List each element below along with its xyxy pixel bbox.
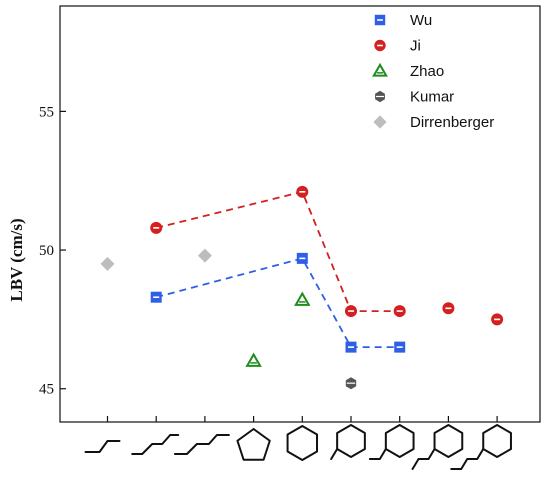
point-zhao-x4 (245, 352, 262, 367)
series-lines (155, 190, 400, 349)
chain-4-icon (84, 440, 121, 453)
legend-marker-dirrenberger (373, 115, 387, 129)
legend-marker-zhao (372, 62, 388, 77)
methylcyclohexane-icon-ring (336, 424, 366, 458)
legend: Wu Ji Zhao Kumar Dirrenberger (372, 12, 494, 131)
ethylcyclohexane-icon-ring (384, 424, 415, 458)
legend-label-zhao: Zhao (410, 63, 444, 80)
cyclopentane-icon (236, 428, 271, 461)
point-dirrenberger-x1 (100, 256, 115, 271)
propylcyclohexane-icon-chain (411, 448, 436, 470)
series-line-ji (155, 190, 400, 313)
x-axis-molecule-icons (84, 424, 512, 470)
methylcyclohexane-icon-chain (330, 448, 339, 460)
butylcyclohexane-icon-ring (482, 424, 512, 458)
point-zhao-x5 (294, 291, 311, 306)
plot-frame (59, 5, 541, 423)
chain-5-icon (131, 434, 180, 455)
chain-6-icon (173, 434, 230, 455)
y-tick-label: 55 (39, 104, 54, 120)
legend-label-ji: Ji (410, 38, 421, 55)
propylcyclohexane-icon-ring (433, 424, 464, 458)
legend-label-kumar: Kumar (410, 89, 454, 106)
axes: 45 50 55 (39, 5, 541, 423)
y-axis-title: LBV (cm/s) (7, 218, 26, 301)
point-dirrenberger-x3 (197, 248, 212, 263)
series-line-wu (155, 257, 400, 349)
legend-label-wu: Wu (410, 12, 432, 29)
cyclohexane-icon (286, 425, 319, 461)
ethylcyclohexane-icon-chain (368, 448, 387, 460)
y-tick-label: 50 (39, 243, 54, 259)
y-tick-label: 45 (39, 382, 54, 398)
butylcyclohexane-icon-chain (450, 448, 485, 470)
legend-label-dirrenberger: Dirrenberger (410, 114, 494, 131)
data-markers (100, 185, 504, 390)
